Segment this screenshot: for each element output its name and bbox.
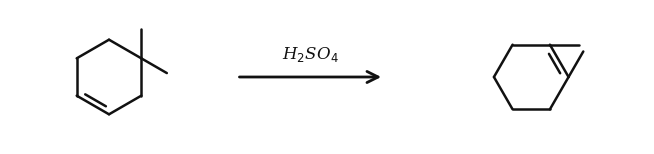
Text: H$_2$SO$_4$: H$_2$SO$_4$ xyxy=(282,45,339,64)
